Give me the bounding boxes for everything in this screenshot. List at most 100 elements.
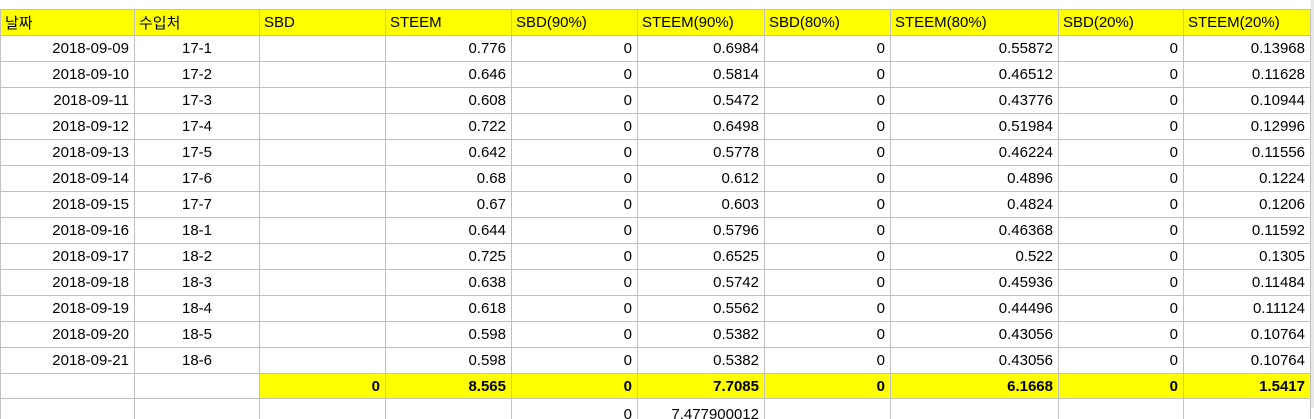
cell-steem20[interactable]: 0.11592 (1183, 217, 1311, 244)
cell-source[interactable]: 17-3 (134, 87, 260, 114)
cell-sbd20[interactable]: 0 (1058, 35, 1184, 62)
cell-sbd90[interactable]: 0 (511, 165, 638, 192)
cell-steem20[interactable]: 0.10764 (1183, 347, 1311, 374)
partial-cell-sbd80[interactable] (764, 398, 891, 419)
cell-steem80[interactable]: 0.46512 (890, 61, 1059, 88)
cell-steem20[interactable]: 0.11628 (1183, 61, 1311, 88)
cell-sbd20[interactable]: 0 (1058, 87, 1184, 114)
cell-source[interactable]: 17-2 (134, 61, 260, 88)
cell-steem20[interactable]: 0.11124 (1183, 295, 1311, 322)
cell-sbd[interactable] (259, 347, 386, 374)
cell-sbd90[interactable]: 0 (511, 61, 638, 88)
partial-cell-steem20[interactable] (1183, 398, 1311, 419)
cell-steem20[interactable]: 0.12996 (1183, 113, 1311, 140)
cell-sbd20[interactable]: 0 (1058, 61, 1184, 88)
cell-steem20[interactable]: 0.11556 (1183, 139, 1311, 166)
cell-steem20[interactable]: 0.1224 (1183, 165, 1311, 192)
cell-sbd80[interactable]: 0 (764, 217, 891, 244)
cell-steem[interactable]: 0.722 (385, 113, 512, 140)
cell-steem20[interactable]: 0.11484 (1183, 269, 1311, 296)
cell-steem20[interactable]: 0.10764 (1183, 321, 1311, 348)
cell-date[interactable]: 2018-09-17 (0, 243, 135, 270)
cell-source[interactable]: 18-6 (134, 347, 260, 374)
cell-sbd[interactable] (259, 217, 386, 244)
cell-steem20[interactable]: 0.13968 (1183, 35, 1311, 62)
header-cell-steem20[interactable]: STEEM(20%) (1183, 9, 1311, 36)
cell-sbd20[interactable]: 0 (1058, 295, 1184, 322)
cell-steem90[interactable]: 0.6984 (637, 35, 765, 62)
cell-source[interactable]: 17-6 (134, 165, 260, 192)
cell-steem[interactable]: 0.642 (385, 139, 512, 166)
cell-sbd90[interactable]: 0 (511, 295, 638, 322)
cell-sbd[interactable] (259, 61, 386, 88)
cell-date[interactable]: 2018-09-15 (0, 191, 135, 218)
partial-cell-steem80[interactable] (890, 398, 1059, 419)
header-cell-source[interactable]: 수입처 (134, 9, 260, 36)
cell-sbd20[interactable]: 0 (1058, 347, 1184, 374)
header-cell-steem[interactable]: STEEM (385, 9, 512, 36)
cell-sbd[interactable] (259, 165, 386, 192)
cell-source[interactable]: 18-1 (134, 217, 260, 244)
header-cell-sbd[interactable]: SBD (259, 9, 386, 36)
cell-steem20[interactable]: 0.10944 (1183, 87, 1311, 114)
cell-steem[interactable]: 0.68 (385, 165, 512, 192)
partial-cell-sbd20[interactable] (1058, 398, 1184, 419)
cell-steem90[interactable]: 0.5472 (637, 87, 765, 114)
cell-source[interactable]: 17-1 (134, 35, 260, 62)
cell-steem80[interactable]: 0.43776 (890, 87, 1059, 114)
cell-sbd80[interactable]: 0 (764, 139, 891, 166)
cell-sbd90[interactable]: 0 (511, 269, 638, 296)
total-cell-sbd20[interactable]: 0 (1058, 373, 1184, 399)
cell-steem80[interactable]: 0.43056 (890, 321, 1059, 348)
cell-sbd80[interactable]: 0 (764, 35, 891, 62)
cell-date[interactable]: 2018-09-20 (0, 321, 135, 348)
cell-date[interactable]: 2018-09-13 (0, 139, 135, 166)
partial-cell-steem90[interactable]: 7.477900012 (637, 398, 765, 419)
cell-steem90[interactable]: 0.6525 (637, 243, 765, 270)
cell-sbd20[interactable]: 0 (1058, 217, 1184, 244)
cell-sbd20[interactable]: 0 (1058, 191, 1184, 218)
cell-steem[interactable]: 0.608 (385, 87, 512, 114)
cell-sbd80[interactable]: 0 (764, 61, 891, 88)
cell-steem80[interactable]: 0.4896 (890, 165, 1059, 192)
cell-steem[interactable]: 0.598 (385, 321, 512, 348)
total-cell-steem20[interactable]: 1.5417 (1183, 373, 1311, 399)
cell-source[interactable]: 18-5 (134, 321, 260, 348)
cell-steem[interactable]: 0.776 (385, 35, 512, 62)
cell-source[interactable]: 17-5 (134, 139, 260, 166)
cell-steem90[interactable]: 0.5382 (637, 347, 765, 374)
total-cell-source[interactable] (134, 373, 260, 399)
cell-sbd90[interactable]: 0 (511, 347, 638, 374)
partial-cell-source[interactable] (134, 398, 260, 419)
cell-steem20[interactable]: 0.1206 (1183, 191, 1311, 218)
cell-sbd80[interactable]: 0 (764, 113, 891, 140)
cell-steem[interactable]: 0.598 (385, 347, 512, 374)
cell-sbd[interactable] (259, 35, 386, 62)
cell-steem90[interactable]: 0.612 (637, 165, 765, 192)
cell-sbd20[interactable]: 0 (1058, 113, 1184, 140)
cell-sbd90[interactable]: 0 (511, 243, 638, 270)
cell-sbd90[interactable]: 0 (511, 191, 638, 218)
header-cell-sbd20[interactable]: SBD(20%) (1058, 9, 1184, 36)
total-cell-steem[interactable]: 8.565 (385, 373, 512, 399)
cell-date[interactable]: 2018-09-12 (0, 113, 135, 140)
cell-steem[interactable]: 0.638 (385, 269, 512, 296)
cell-steem80[interactable]: 0.46368 (890, 217, 1059, 244)
vertical-scrollbar[interactable] (1311, 0, 1314, 408)
partial-cell-steem[interactable] (385, 398, 512, 419)
cell-source[interactable]: 17-7 (134, 191, 260, 218)
cell-sbd90[interactable]: 0 (511, 35, 638, 62)
header-cell-steem90[interactable]: STEEM(90%) (637, 9, 765, 36)
cell-sbd20[interactable]: 0 (1058, 243, 1184, 270)
cell-sbd80[interactable]: 0 (764, 269, 891, 296)
cell-sbd80[interactable]: 0 (764, 87, 891, 114)
cell-sbd90[interactable]: 0 (511, 217, 638, 244)
cell-steem80[interactable]: 0.45936 (890, 269, 1059, 296)
cell-sbd[interactable] (259, 321, 386, 348)
cell-sbd20[interactable]: 0 (1058, 269, 1184, 296)
cell-source[interactable]: 17-4 (134, 113, 260, 140)
cell-steem80[interactable]: 0.46224 (890, 139, 1059, 166)
cell-steem[interactable]: 0.618 (385, 295, 512, 322)
partial-cell-sbd[interactable] (259, 398, 386, 419)
cell-sbd[interactable] (259, 269, 386, 296)
